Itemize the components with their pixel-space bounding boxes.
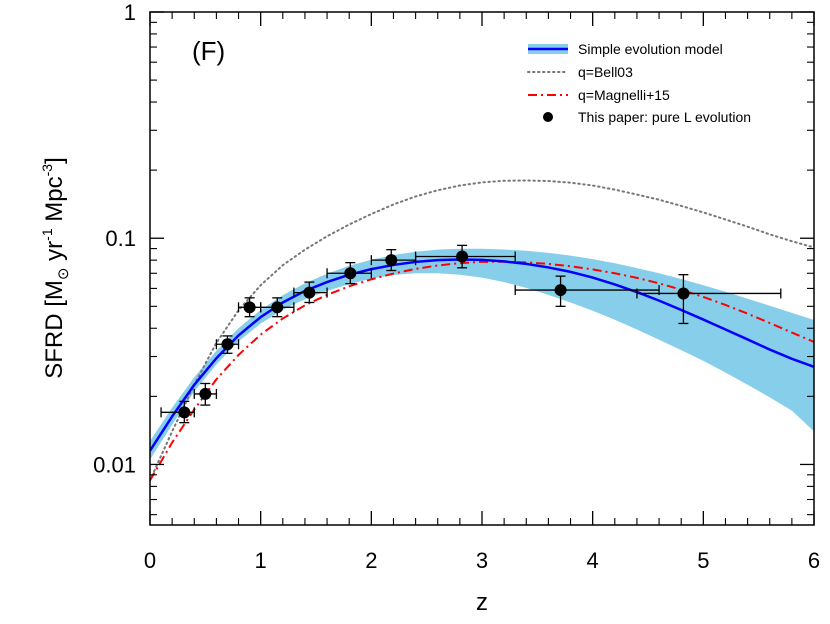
data-point-2 xyxy=(215,335,240,354)
y-tick-label: 0.01 xyxy=(93,452,136,477)
x-tick-label: 0 xyxy=(144,548,156,573)
data-point-10 xyxy=(636,274,782,325)
y-axis-title: SFRD [M⊙ yr-1 Mpc-3] xyxy=(39,157,72,379)
magnelli15-line xyxy=(150,260,814,481)
data-point-marker xyxy=(456,250,469,263)
y-axis-title-sup1: -1 xyxy=(39,228,55,241)
legend-label-points: This paper: pure L evolution xyxy=(578,109,751,125)
data-point-1 xyxy=(193,382,218,406)
data-point-4 xyxy=(260,297,295,318)
data-point-marker xyxy=(303,286,316,299)
legend: Simple evolution model q=Bell03 q=Magnel… xyxy=(527,41,751,125)
data-point-6 xyxy=(326,261,372,285)
data-point-9 xyxy=(514,275,660,307)
legend-swatch-points xyxy=(543,112,553,122)
data-points-layer xyxy=(160,244,782,424)
y-axis-title-mpc: Mpc xyxy=(41,176,68,228)
y-tick-label: 1 xyxy=(124,0,136,25)
data-point-7 xyxy=(370,249,417,272)
y-axis-title-sup2: -3 xyxy=(39,164,55,177)
data-point-marker xyxy=(178,406,191,419)
x-tick-label: 6 xyxy=(808,548,820,573)
x-tick-label: 5 xyxy=(697,548,709,573)
data-point-0 xyxy=(160,400,195,424)
x-axis-title: z xyxy=(476,589,488,616)
data-point-marker xyxy=(221,338,234,351)
legend-label-bell03: q=Bell03 xyxy=(578,64,633,80)
y-axis-title-yr: yr xyxy=(41,241,68,268)
data-point-5 xyxy=(293,281,328,304)
x-tick-label: 4 xyxy=(587,548,599,573)
x-tick-label: 1 xyxy=(255,548,267,573)
axis-ticks-layer xyxy=(149,11,815,525)
data-point-8 xyxy=(414,244,516,269)
data-point-marker xyxy=(271,301,284,314)
tick-labels-layer: 0 1 2 3 4 5 6 0.01 0.1 1 xyxy=(93,0,820,573)
data-point-marker xyxy=(243,301,256,314)
x-tick-label: 3 xyxy=(476,548,488,573)
y-axis-title-sun-sub: ⊙ xyxy=(55,268,72,281)
data-point-marker xyxy=(554,284,567,297)
simple-evolution-model-line xyxy=(150,258,814,452)
bell03-line xyxy=(150,179,814,482)
curves-layer xyxy=(150,179,814,482)
data-point-marker xyxy=(677,287,690,300)
x-tick-label: 2 xyxy=(365,548,377,573)
panel-label: (F) xyxy=(192,36,225,66)
data-point-marker xyxy=(199,387,212,400)
data-point-3 xyxy=(237,297,262,318)
y-tick-label: 0.1 xyxy=(105,226,136,251)
y-axis-title-main: SFRD [M xyxy=(41,280,68,379)
y-axis-title-close: ] xyxy=(41,157,68,164)
data-point-marker xyxy=(344,267,357,280)
model-uncertainty-band-layer xyxy=(150,248,814,460)
legend-label-model: Simple evolution model xyxy=(578,41,723,57)
data-point-marker xyxy=(385,254,398,267)
model-uncertainty-band xyxy=(150,248,814,460)
legend-label-magnelli: q=Magnelli+15 xyxy=(578,87,670,103)
